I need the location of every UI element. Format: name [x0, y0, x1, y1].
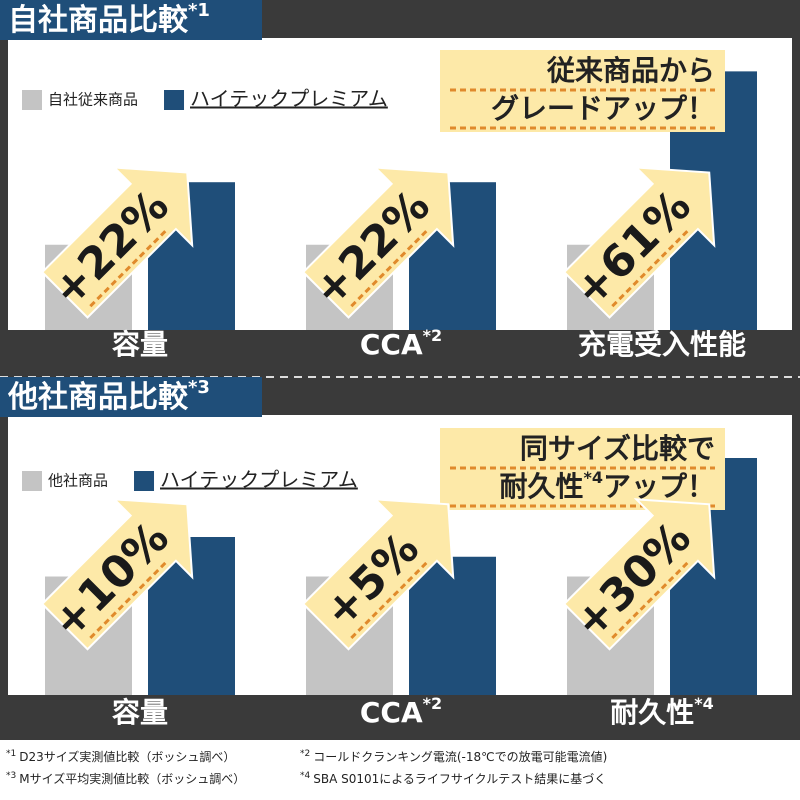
category-text: CCA: [360, 696, 423, 729]
callout-part: 耐久性: [499, 470, 583, 503]
callout-part: グレードアップ！: [491, 92, 715, 125]
chart-title: 自社商品比較*1: [8, 0, 210, 38]
arrow-shape: [562, 166, 716, 319]
title-box: [0, 377, 262, 417]
arrow-shape: [40, 166, 194, 319]
callout-part: *4: [583, 468, 603, 487]
footnote-text: Mサイズ平均実測値比較（ボッシュ調べ）: [19, 771, 245, 786]
footnote-text: SBA S0101によるライフサイクルテスト結果に基づく: [313, 772, 606, 786]
callout-line: 従来商品から: [546, 54, 715, 87]
legend-swatch: [22, 471, 42, 491]
arrow-shape: [301, 498, 455, 651]
legend-swatch: [164, 90, 185, 110]
footnote-mark: *1: [6, 749, 16, 759]
category-label: 容量: [112, 696, 168, 729]
footnote: *4 SBA S0101によるライフサイクルテスト結果に基づく: [300, 771, 606, 786]
footnote-text: コールドクランキング電流(-18℃での放電可能電流値): [313, 749, 607, 764]
callout-line: 耐久性*4アップ！: [499, 468, 715, 504]
arrow-dash: [350, 559, 431, 639]
category-label: 耐久性*4: [610, 694, 714, 730]
category-text: CCA: [360, 328, 423, 361]
bar: [409, 556, 496, 695]
arrow-dash: [611, 227, 692, 308]
category-text: 容量: [112, 696, 168, 729]
legend-label: 自社従来商品: [48, 91, 138, 109]
footnote-mark: *2: [300, 749, 310, 759]
footnote-mark: *4: [300, 771, 311, 781]
callout-part: 同サイズ比較で: [520, 432, 715, 465]
legend-swatch: [134, 471, 155, 491]
arrow-dash: [89, 559, 170, 639]
callout-line: グレードアップ！: [491, 92, 715, 125]
legend-label: 他社商品: [48, 472, 108, 490]
footer-bg: [0, 740, 800, 800]
category-text: 充電受入性能: [578, 328, 746, 361]
footnote-text: D23サイズ実測値比較（ボッシュ調べ）: [19, 749, 235, 764]
arrow-dash: [611, 559, 692, 639]
category-label: 容量: [112, 328, 168, 361]
category-note: *2: [423, 326, 443, 345]
legend-label: ハイテックプレミアム: [190, 87, 388, 111]
title-text: 自社商品比較: [8, 3, 189, 38]
arrow-dash: [89, 227, 170, 308]
footnote: *2 コールドクランキング電流(-18℃での放電可能電流値): [300, 749, 607, 764]
callout-line: 同サイズ比較で: [520, 432, 715, 465]
category-label: CCA*2: [360, 326, 442, 362]
footnote-mark: *3: [6, 771, 16, 781]
title-note: *1: [188, 0, 210, 21]
arrow-dash: [350, 227, 431, 308]
title-text: 他社商品比較: [7, 380, 189, 415]
category-label: CCA*2: [360, 694, 442, 730]
arrow-shape: [40, 498, 194, 651]
legend-label: ハイテックプレミアム: [160, 468, 358, 492]
category-label: 充電受入性能: [578, 328, 746, 361]
chart-title: 他社商品比較*3: [7, 377, 210, 415]
callout-part: アップ！: [603, 470, 715, 503]
category-note: *4: [694, 694, 714, 713]
category-text: 耐久性: [610, 696, 694, 729]
arrow-shape: [301, 166, 455, 319]
footnote: *3 Mサイズ平均実測値比較（ボッシュ調べ）: [6, 771, 245, 786]
category-note: *2: [423, 694, 443, 713]
category-text: 容量: [112, 328, 168, 361]
title-box: [0, 0, 262, 40]
footnote: *1 D23サイズ実測値比較（ボッシュ調べ）: [6, 749, 235, 764]
title-note: *3: [188, 377, 210, 398]
callout-part: 従来商品から: [546, 54, 715, 87]
arrow-shape: [562, 498, 716, 651]
legend-swatch: [22, 90, 42, 110]
